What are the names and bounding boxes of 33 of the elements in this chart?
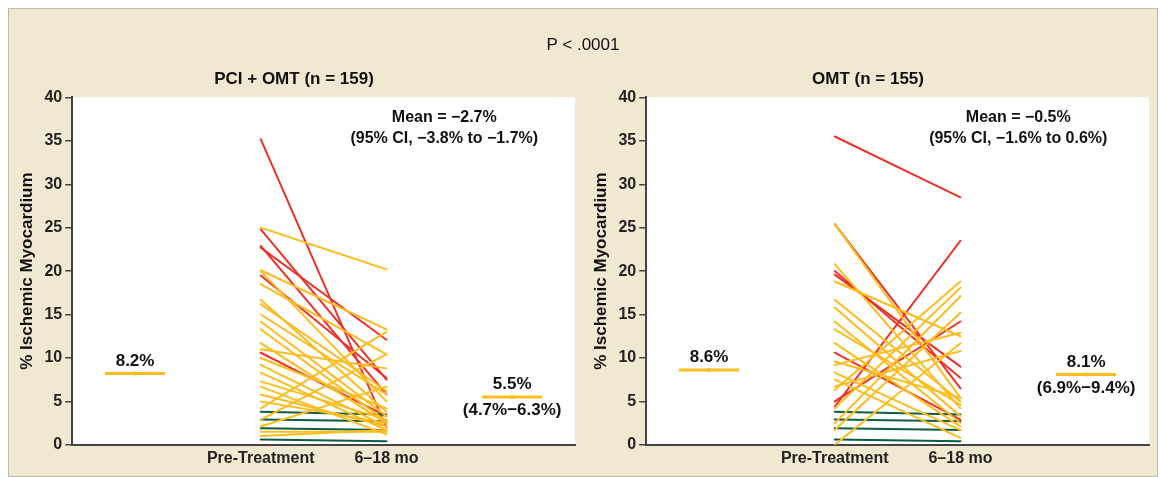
- y-tick-label: 5: [53, 391, 63, 409]
- annotation: Mean = −0.5% (95% CI, −1.6% to 0.6%): [929, 107, 1108, 146]
- y-tick-label: 15: [618, 304, 637, 322]
- y-tick-label: 25: [44, 218, 63, 236]
- x-tick-label: Pre-Treatment: [206, 448, 316, 466]
- y-axis-title: % Ischemic Myocardium: [16, 172, 36, 370]
- data-label: 8.1% (6.9%−9.4%): [1036, 351, 1136, 397]
- y-tick-label: 40: [44, 87, 63, 105]
- annotation: Mean = −2.7% (95% CI, −3.8% to −1.7%): [350, 107, 539, 146]
- data-label: 5.5% (4.7%−6.3%): [462, 374, 562, 420]
- y-tick-label: 20: [618, 261, 637, 279]
- chart-title: OMT (n = 155): [812, 68, 924, 88]
- y-tick-label: 35: [618, 131, 637, 149]
- x-tick-label: Pre-Treatment: [780, 448, 890, 466]
- y-tick-label: 30: [618, 174, 637, 192]
- y-tick-label: 30: [44, 174, 63, 192]
- y-tick-label: 10: [618, 348, 637, 366]
- y-tick-label: 10: [44, 348, 63, 366]
- y-tick-label: 15: [44, 304, 63, 322]
- y-tick-label: 20: [44, 261, 63, 279]
- y-tick-label: 40: [618, 87, 637, 105]
- y-axis-title: % Ischemic Myocardium: [590, 172, 610, 370]
- x-tick-label: 6–18 mo: [928, 448, 993, 466]
- y-tick-label: 5: [627, 391, 637, 409]
- y-tick-label: 0: [627, 435, 637, 453]
- y-tick-label: 0: [53, 435, 63, 453]
- x-tick-label: 6–18 mo: [354, 448, 419, 466]
- data-label: 8.6%: [689, 347, 729, 367]
- y-tick-label: 25: [618, 218, 637, 236]
- data-label: 8.2%: [115, 350, 155, 370]
- chart-subtitle: P < .0001: [545, 35, 621, 55]
- y-tick-label: 35: [44, 131, 63, 149]
- chart-title: PCI + OMT (n = 159): [214, 68, 374, 88]
